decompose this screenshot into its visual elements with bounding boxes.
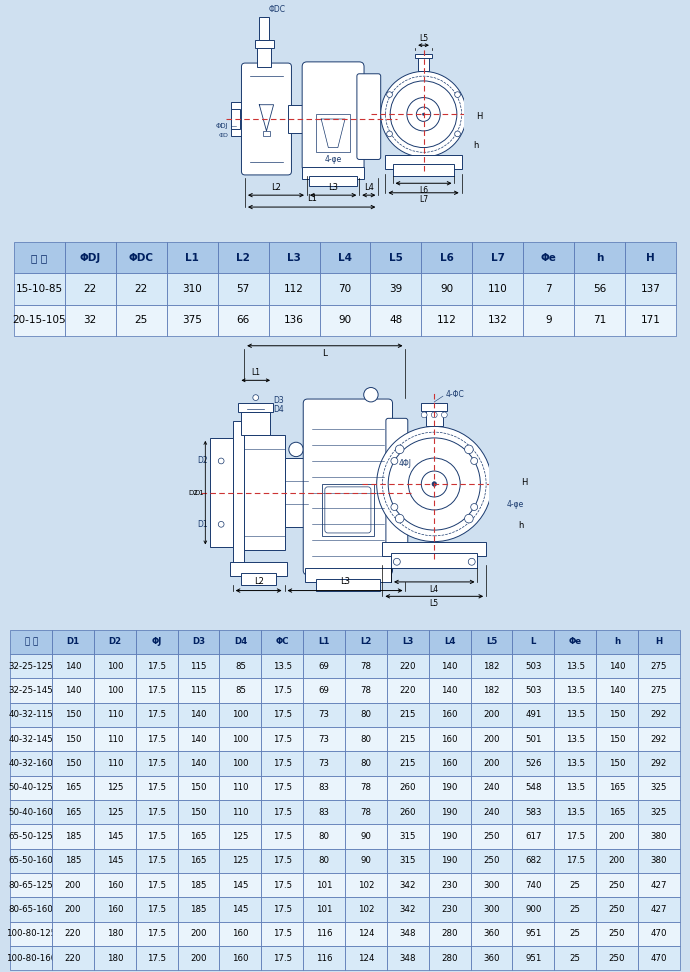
Text: ΦDC: ΦDC (269, 5, 286, 15)
Bar (255, 41, 274, 48)
Bar (305, 568, 391, 582)
Text: ΦDJ: ΦDJ (216, 123, 228, 129)
Bar (259, 17, 269, 41)
Text: 4ΦJ: 4ΦJ (398, 460, 411, 469)
Circle shape (289, 442, 303, 457)
Bar (426, 406, 443, 427)
Bar (244, 435, 284, 550)
Bar (393, 164, 455, 176)
Text: h: h (473, 141, 479, 150)
Bar (288, 105, 307, 133)
Text: L5: L5 (419, 34, 428, 43)
Text: D2: D2 (188, 490, 198, 496)
Bar (415, 53, 432, 58)
Bar (257, 43, 271, 67)
Text: 4-φe: 4-φe (324, 155, 342, 164)
Circle shape (377, 427, 492, 541)
Bar (417, 54, 429, 71)
Bar (382, 541, 486, 556)
Bar (263, 131, 270, 136)
Bar (230, 102, 245, 136)
Bar (302, 166, 364, 179)
Text: L1: L1 (251, 368, 260, 377)
Bar (422, 403, 447, 410)
FancyBboxPatch shape (303, 399, 393, 574)
Text: L4: L4 (364, 183, 374, 191)
Circle shape (422, 471, 447, 497)
Text: ΦD: ΦD (219, 133, 228, 138)
Circle shape (393, 558, 400, 565)
Circle shape (464, 445, 473, 454)
Circle shape (422, 412, 427, 418)
Text: L5: L5 (430, 599, 439, 608)
Circle shape (391, 81, 457, 148)
Text: L2: L2 (271, 183, 281, 191)
Text: 4-ΦC: 4-ΦC (446, 390, 464, 399)
Circle shape (407, 97, 440, 131)
Bar (230, 110, 240, 128)
Text: D3: D3 (273, 396, 284, 405)
Circle shape (464, 514, 473, 523)
Text: L6: L6 (419, 186, 428, 194)
Bar (316, 579, 380, 591)
FancyBboxPatch shape (325, 487, 371, 533)
Text: D1: D1 (194, 490, 204, 496)
Circle shape (471, 458, 477, 465)
Circle shape (416, 107, 431, 122)
Text: L3: L3 (328, 183, 338, 191)
Text: 4-φe: 4-φe (506, 500, 524, 508)
Bar (322, 484, 374, 536)
Circle shape (422, 113, 425, 116)
Circle shape (431, 412, 437, 418)
Circle shape (471, 503, 477, 510)
Bar (386, 155, 462, 169)
Circle shape (364, 388, 378, 401)
Text: L2: L2 (254, 577, 264, 586)
Bar (233, 421, 244, 565)
Text: D2: D2 (197, 457, 208, 466)
Circle shape (386, 131, 393, 137)
Bar (241, 412, 270, 435)
Bar (309, 176, 357, 186)
Circle shape (455, 131, 460, 137)
Text: D1: D1 (197, 520, 208, 529)
FancyBboxPatch shape (241, 63, 291, 175)
Text: h: h (518, 521, 523, 531)
FancyBboxPatch shape (357, 74, 381, 159)
Circle shape (391, 503, 398, 510)
Circle shape (253, 395, 259, 400)
Circle shape (381, 71, 466, 157)
Bar (210, 438, 233, 547)
Circle shape (386, 91, 393, 97)
Circle shape (218, 458, 224, 464)
Circle shape (442, 412, 447, 418)
Circle shape (455, 91, 460, 97)
Circle shape (395, 445, 404, 454)
Text: L3: L3 (340, 577, 350, 586)
Text: H: H (521, 478, 527, 487)
Bar (230, 562, 288, 576)
FancyBboxPatch shape (302, 62, 364, 171)
Text: L7: L7 (419, 195, 428, 204)
Circle shape (432, 482, 437, 486)
Bar (391, 553, 477, 568)
Bar (317, 115, 350, 153)
Circle shape (391, 458, 398, 465)
Bar (239, 403, 273, 412)
Circle shape (395, 514, 404, 523)
Circle shape (218, 521, 224, 527)
Text: L4: L4 (430, 585, 439, 594)
Text: H: H (476, 112, 482, 122)
Circle shape (469, 558, 475, 565)
Circle shape (388, 438, 480, 530)
Bar (241, 573, 276, 585)
Bar (492, 474, 506, 494)
FancyBboxPatch shape (386, 418, 408, 555)
Text: L1: L1 (307, 194, 317, 203)
Text: L: L (322, 349, 327, 358)
Bar (284, 458, 308, 527)
Text: D4: D4 (273, 404, 284, 414)
Circle shape (408, 458, 460, 510)
